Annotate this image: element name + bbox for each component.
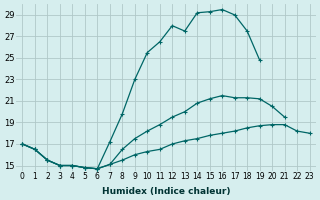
X-axis label: Humidex (Indice chaleur): Humidex (Indice chaleur) [102, 187, 230, 196]
